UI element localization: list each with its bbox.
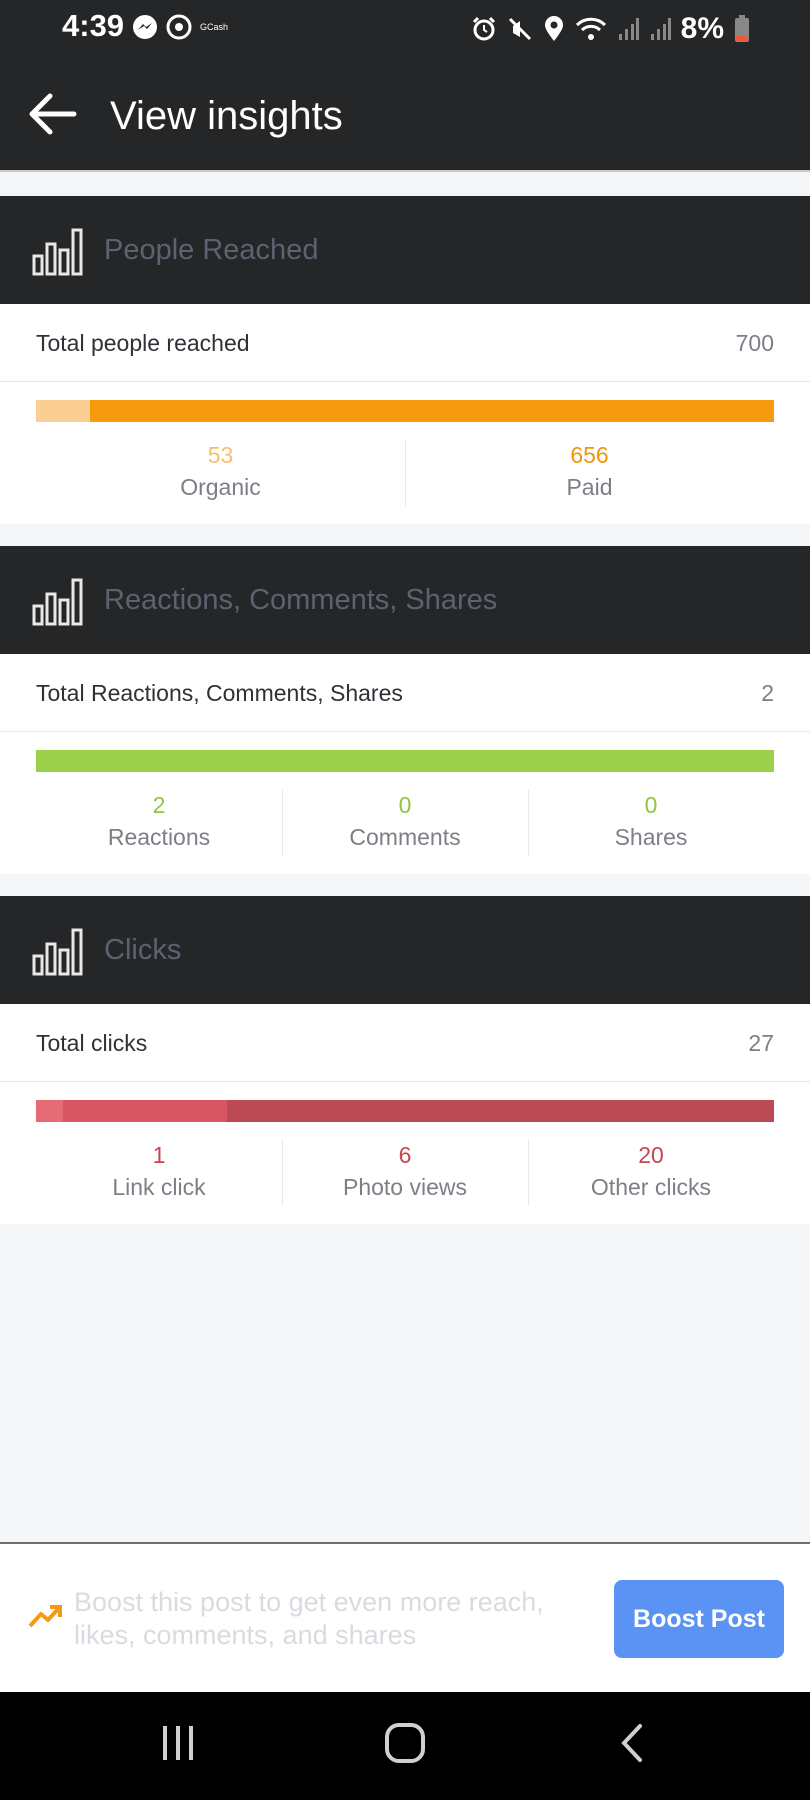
- system-nav-bar: [0, 1692, 810, 1800]
- bar-segment-photo-views: [63, 1100, 228, 1122]
- trending-up-icon: [28, 1605, 62, 1628]
- bar-segment-paid: [89, 400, 774, 422]
- boost-message: Boost this post to get even more reach, …: [74, 1587, 544, 1650]
- reach-bar: [36, 400, 774, 422]
- bar-chart-icon: [32, 928, 83, 976]
- stats-row: 1 Link click 6 Photo views 20 Other clic…: [36, 1140, 774, 1206]
- stat-label: Other clicks: [590, 1174, 712, 1200]
- back-icon[interactable]: [618, 1722, 646, 1764]
- messenger-icon: [133, 15, 157, 39]
- people-reached-card: Total people reached 700 53 Organic 656 …: [0, 304, 810, 524]
- stat-shares: 0 Shares: [528, 790, 774, 856]
- engagement-bar: [36, 750, 774, 772]
- total-row: Total Reactions, Comments, Shares 2: [0, 654, 810, 732]
- stat-label: Organic: [180, 474, 261, 500]
- total-row: Total people reached 700: [0, 304, 810, 382]
- engagement-header: Reactions, Comments, Shares: [0, 546, 810, 654]
- bar-chart-icon: [32, 228, 83, 276]
- stats-row: 53 Organic 656 Paid: [36, 440, 774, 506]
- gcash-icon: [166, 14, 192, 40]
- stat-photo-views: 6 Photo views: [282, 1140, 528, 1206]
- section-title: Clicks: [104, 934, 182, 966]
- total-label: Total clicks: [36, 1030, 148, 1056]
- stat-label: Paid: [566, 474, 613, 500]
- status-time: 4:39: [62, 8, 125, 43]
- battery-icon: [735, 15, 749, 42]
- people-reached-header: People Reached: [0, 196, 810, 304]
- app-bar: View insights: [0, 56, 810, 172]
- alarm-icon: [472, 16, 495, 41]
- stat-label: Link click: [112, 1174, 206, 1200]
- boost-bar: Boost this post to get even more reach, …: [0, 1542, 810, 1692]
- stat-paid: 656 Paid: [405, 440, 774, 506]
- stat-value: 20: [638, 1142, 664, 1168]
- recent-apps-icon[interactable]: [160, 1722, 196, 1764]
- signal-icon: [618, 18, 639, 40]
- stat-link-click: 1 Link click: [36, 1140, 282, 1206]
- location-icon: [544, 16, 563, 41]
- stat-label: Shares: [614, 824, 688, 850]
- stat-label: Comments: [349, 824, 461, 850]
- status-bar: 4:39 GCash 8%: [0, 0, 810, 56]
- stat-value: 1: [152, 1142, 166, 1168]
- section-title: People Reached: [104, 234, 319, 266]
- stat-other-clicks: 20 Other clicks: [528, 1140, 774, 1206]
- total-value: 2: [761, 680, 774, 706]
- bar-segment-reactions: [36, 750, 774, 772]
- stat-comments: 0 Comments: [282, 790, 528, 856]
- stat-label: Photo views: [342, 1174, 467, 1200]
- total-label: Total Reactions, Comments, Shares: [36, 680, 403, 706]
- stat-value: 2: [152, 792, 166, 818]
- bar-chart-icon: [32, 578, 83, 626]
- gcash-label: GCash: [200, 22, 229, 32]
- total-value: 27: [748, 1030, 774, 1056]
- bar-segment-link-click: [36, 1100, 64, 1122]
- stat-value: 656: [570, 442, 609, 468]
- battery-percentage: 8%: [680, 12, 724, 45]
- stat-label: Reactions: [107, 824, 211, 850]
- page-title: View insights: [110, 94, 343, 138]
- clicks-card: Total clicks 27 1 Link click 6 Photo vie…: [0, 1004, 810, 1224]
- stats-row: 2 Reactions 0 Comments 0 Shares: [36, 790, 774, 856]
- bar-segment-organic: [36, 400, 90, 422]
- clicks-header: Clicks: [0, 896, 810, 1004]
- stat-value: 53: [207, 442, 234, 468]
- stat-value: 6: [398, 1142, 412, 1168]
- bar-segment-other-clicks: [227, 1100, 774, 1122]
- stat-organic: 53 Organic: [36, 440, 405, 506]
- status-icons-right: 8%: [471, 12, 750, 46]
- total-value: 700: [735, 330, 774, 356]
- arrow-left-icon[interactable]: [26, 90, 78, 138]
- clicks-bar: [36, 1100, 774, 1122]
- boost-post-button[interactable]: Boost Post: [614, 1580, 784, 1658]
- signal-icon: [650, 18, 671, 40]
- total-row: Total clicks 27: [0, 1004, 810, 1082]
- home-icon[interactable]: [384, 1722, 426, 1764]
- status-icons-left: GCash: [132, 14, 228, 40]
- total-label: Total people reached: [36, 330, 250, 356]
- section-title: Reactions, Comments, Shares: [104, 584, 498, 616]
- stat-reactions: 2 Reactions: [36, 790, 282, 856]
- wifi-icon: [575, 17, 606, 40]
- mute-icon: [508, 17, 531, 41]
- stat-value: 0: [644, 792, 658, 818]
- engagement-card: Total Reactions, Comments, Shares 2 2 Re…: [0, 654, 810, 874]
- stat-value: 0: [398, 792, 412, 818]
